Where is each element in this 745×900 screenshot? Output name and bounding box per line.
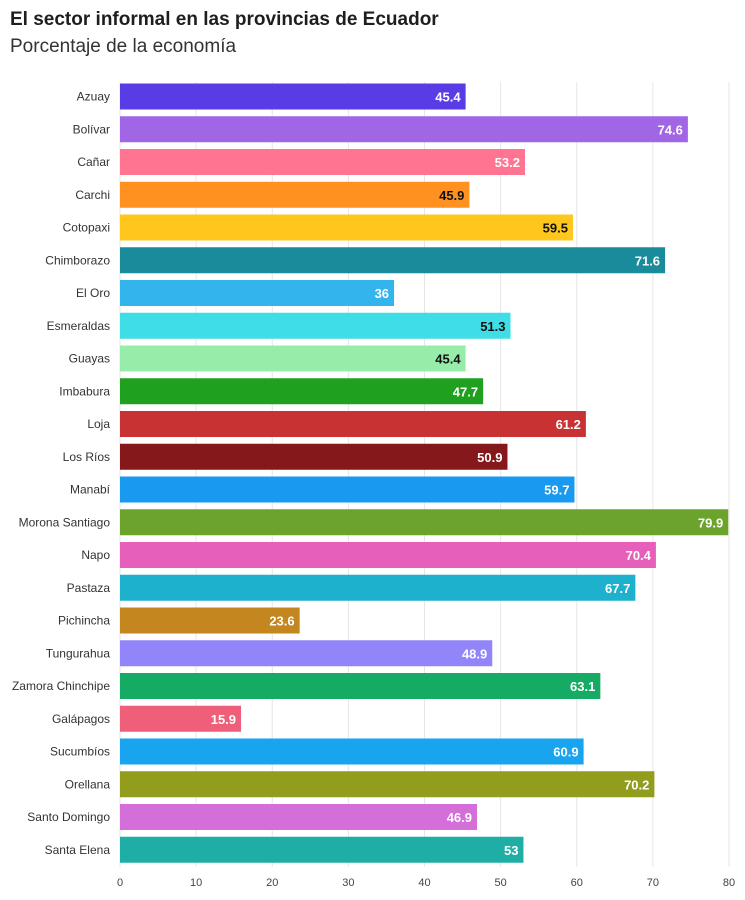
grid-lines [119, 82, 730, 867]
category-label: Loja [87, 417, 110, 431]
bar [120, 771, 655, 798]
bars: 45.4 74.6 53.2 45.9 59.5 71.6 36 51.3 45.4 47.7 61… [120, 83, 729, 863]
bar-value-label: 53.2 [495, 155, 520, 170]
x-tick-label: 40 [418, 877, 430, 889]
bar-value-label: 45.9 [439, 188, 464, 203]
bar [120, 378, 484, 405]
category-label: Pastaza [67, 581, 111, 595]
bar-value-label: 70.2 [624, 777, 649, 792]
category-label: Cañar [77, 155, 110, 169]
bar [120, 640, 493, 667]
x-axis-ticks: 0 10 20 30 40 50 60 70 80 [117, 877, 735, 889]
bar [120, 181, 470, 208]
bar [120, 673, 601, 699]
bar-value-label: 47.7 [453, 384, 478, 399]
x-tick-label: 20 [266, 877, 278, 889]
category-label: Azuay [77, 90, 110, 104]
category-label: Zamora Chinchipe [12, 679, 110, 693]
bar [120, 214, 573, 241]
category-label: Bolívar [73, 122, 110, 136]
bar-value-label: 15.9 [211, 712, 236, 727]
chart-title: El sector informal en las provincias de … [10, 9, 439, 30]
category-label: Sucumbíos [50, 745, 110, 759]
category-labels: Azuay Bolívar Cañar Carchi Cotopaxi Chimboraz… [12, 90, 111, 857]
category-label: Imbabura [59, 384, 110, 398]
bar-value-label: 79.9 [698, 515, 723, 530]
category-label: Tungurahua [46, 646, 111, 660]
x-tick-label: 70 [647, 877, 659, 889]
bar-value-label: 45.4 [435, 352, 461, 367]
bar-value-label: 59.5 [543, 221, 568, 236]
category-label: Napo [81, 548, 110, 562]
category-label: Santa Elena [45, 843, 111, 857]
chart-subtitle: Porcentaje de la economía [10, 36, 237, 57]
category-label: Morona Santiago [19, 515, 111, 529]
bar-value-label: 53 [504, 843, 518, 858]
bar [120, 705, 242, 732]
bar-value-label: 74.6 [658, 122, 683, 137]
bar-value-label: 48.9 [462, 646, 487, 661]
bar-value-label: 36 [375, 286, 389, 301]
bar-value-label: 59.7 [544, 483, 569, 498]
x-tick-label: 10 [190, 877, 202, 889]
bar [120, 738, 584, 765]
bar-value-label: 45.4 [435, 90, 461, 105]
bar [120, 411, 586, 437]
bar [120, 836, 524, 863]
bar-value-label: 50.9 [477, 450, 502, 465]
category-label: Santo Domingo [27, 810, 110, 824]
bar-value-label: 60.9 [553, 745, 578, 760]
category-label: Chimborazo [45, 253, 110, 267]
bar-value-label: 46.9 [447, 810, 472, 825]
bar [120, 83, 466, 110]
category-label: Esmeraldas [47, 319, 110, 333]
category-label: Cotopaxi [63, 221, 110, 235]
category-label: Guayas [69, 352, 110, 366]
bar-value-label: 71.6 [635, 253, 660, 268]
bar [120, 247, 666, 274]
bar [120, 607, 300, 634]
x-tick-label: 80 [723, 877, 735, 889]
category-label: Los Ríos [63, 450, 110, 464]
x-tick-label: 50 [495, 877, 507, 889]
bar [120, 345, 466, 372]
bar-value-label: 51.3 [480, 319, 505, 334]
category-label: Carchi [75, 188, 110, 202]
category-label: El Oro [76, 286, 110, 300]
bar [120, 542, 656, 568]
bar-value-label: 61.2 [556, 417, 581, 432]
bar-value-label: 70.4 [626, 548, 652, 563]
bar [120, 476, 575, 503]
category-label: Manabí [70, 483, 111, 497]
category-label: Orellana [65, 777, 111, 791]
bar [120, 509, 729, 536]
bar [120, 312, 511, 339]
bar-value-label: 23.6 [269, 614, 294, 629]
category-label: Pichincha [58, 614, 110, 628]
x-tick-label: 60 [571, 877, 583, 889]
bar [120, 116, 688, 143]
bar [120, 443, 508, 470]
x-tick-label: 0 [117, 877, 123, 889]
bar [120, 280, 395, 306]
x-tick-label: 30 [342, 877, 354, 889]
category-label: Galápagos [52, 712, 110, 726]
bar-value-label: 63.1 [570, 679, 595, 694]
bar-value-label: 67.7 [605, 581, 630, 596]
bar [120, 574, 636, 601]
bar [120, 149, 525, 175]
bar [120, 804, 478, 830]
